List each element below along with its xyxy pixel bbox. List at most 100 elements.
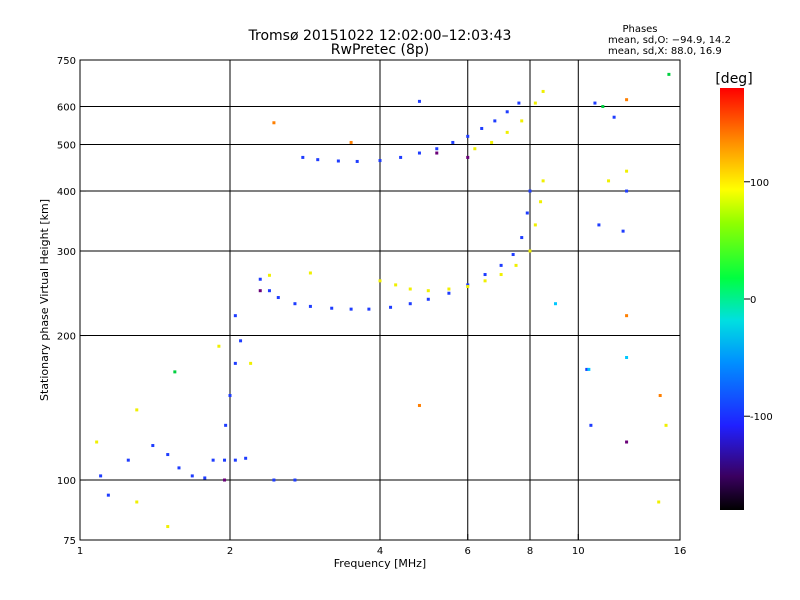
data-point — [233, 314, 237, 318]
data-point — [625, 355, 629, 359]
data-point — [539, 200, 543, 204]
x-axis-ticks: 1 2 4 6 8 10 16 — [77, 534, 687, 557]
data-point — [336, 159, 340, 163]
data-point — [533, 223, 537, 227]
data-point — [593, 101, 597, 105]
data-point — [589, 423, 593, 427]
data-point — [293, 302, 297, 306]
y-tick-label: 500 — [57, 141, 76, 152]
data-point — [135, 408, 139, 412]
y-tick-label: 300 — [57, 247, 76, 258]
data-point — [308, 304, 312, 308]
chart-subtitle: RwPretec (8p) — [331, 42, 429, 58]
data-point — [541, 89, 545, 93]
data-point — [499, 263, 503, 267]
x-tick-label: 16 — [674, 546, 687, 557]
data-point — [601, 105, 605, 109]
data-point — [367, 307, 371, 311]
data-point — [177, 466, 181, 470]
data-point — [514, 263, 518, 267]
data-point — [394, 283, 398, 287]
data-point — [520, 119, 524, 123]
data-point — [228, 394, 232, 398]
colorbar-tick-label: 0 — [750, 295, 756, 306]
data-point — [330, 306, 334, 310]
x-tick-label: 10 — [572, 546, 585, 557]
data-point — [151, 444, 155, 448]
data-point — [597, 223, 601, 227]
data-point — [607, 179, 611, 183]
data-point — [587, 367, 591, 371]
data-point — [483, 273, 487, 277]
y-tick-label: 75 — [63, 536, 76, 547]
phase-heading: Phases — [622, 24, 657, 35]
data-point — [511, 253, 515, 257]
data-point — [621, 229, 625, 233]
data-point — [553, 302, 557, 306]
phase-line-o: mean, sd,O: −94.9, 14.2 — [608, 35, 731, 46]
data-point — [355, 159, 359, 163]
data-point — [211, 458, 215, 462]
data-point — [451, 140, 455, 144]
data-point — [625, 98, 629, 102]
data-point — [166, 525, 170, 529]
y-axis-ticks: 75 100 200 300 400 500 600 750 — [57, 56, 86, 547]
x-tick-label: 2 — [227, 546, 233, 557]
colorbar-label: [deg] — [715, 71, 752, 87]
data-point — [447, 287, 451, 291]
data-point — [533, 101, 537, 105]
data-point — [233, 361, 237, 365]
data-point — [203, 476, 207, 480]
y-tick-label: 100 — [57, 476, 76, 487]
chart-title: Tromsø 20151022 12:02:00–12:03:43 — [248, 28, 512, 44]
colorbar-tick-label: -100 — [750, 412, 773, 423]
data-point — [493, 119, 497, 123]
data-point — [466, 285, 470, 289]
data-point — [417, 99, 421, 103]
data-point — [99, 474, 103, 478]
data-point — [466, 155, 470, 159]
data-point — [657, 500, 661, 504]
data-point — [166, 453, 170, 457]
x-tick-label: 1 — [77, 546, 83, 557]
grid-lines — [80, 60, 680, 540]
data-point — [408, 287, 412, 291]
data-point — [267, 273, 271, 277]
data-point — [378, 279, 382, 283]
y-tick-label: 200 — [57, 332, 76, 343]
data-point — [173, 370, 177, 374]
data-point — [525, 211, 529, 215]
colorbar-ticks: 100 0 -100 — [744, 178, 773, 423]
data-point — [490, 140, 494, 144]
y-tick-label: 600 — [57, 103, 76, 114]
data-point — [106, 493, 110, 497]
data-point — [389, 305, 393, 309]
data-point — [480, 126, 484, 130]
data-point — [276, 296, 280, 300]
data-point — [625, 169, 629, 173]
data-point — [625, 314, 629, 318]
data-points — [95, 72, 671, 529]
data-point — [223, 478, 227, 482]
data-point — [466, 134, 470, 138]
x-tick-label: 4 — [377, 546, 383, 557]
data-point — [417, 151, 421, 155]
data-point — [483, 279, 487, 283]
data-point — [349, 140, 353, 144]
x-tick-label: 6 — [465, 546, 471, 557]
y-tick-label: 750 — [57, 56, 76, 67]
data-point — [258, 289, 262, 293]
data-point — [520, 236, 524, 240]
data-point — [272, 478, 276, 482]
data-point — [239, 339, 243, 343]
phase-line-x: mean, sd,X: 88.0, 16.9 — [608, 46, 722, 57]
data-point — [316, 158, 320, 162]
data-point — [135, 500, 139, 504]
data-point — [505, 130, 509, 134]
data-point — [223, 458, 227, 462]
data-point — [447, 291, 451, 295]
data-point — [349, 307, 353, 311]
data-point — [541, 179, 545, 183]
data-point — [95, 440, 99, 444]
